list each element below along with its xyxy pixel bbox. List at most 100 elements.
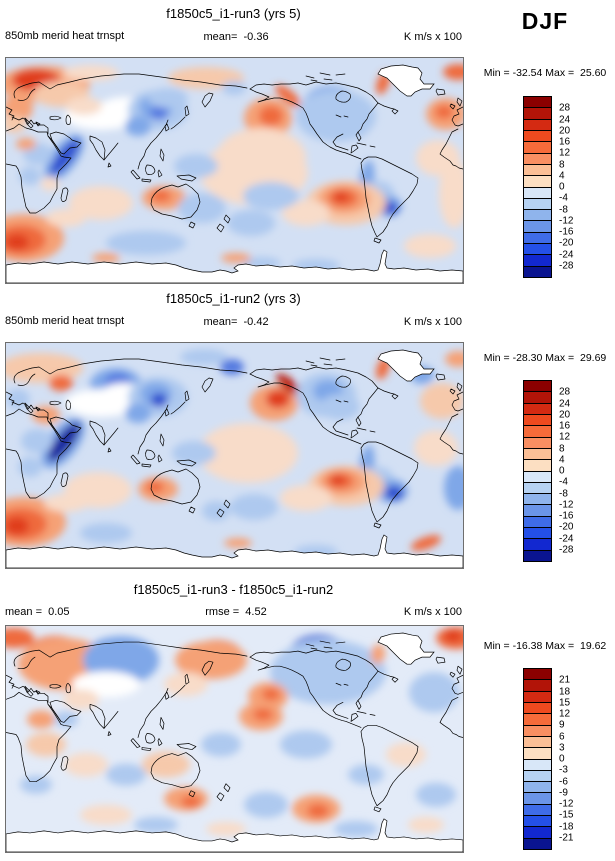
field-blob	[333, 117, 369, 139]
coastline	[49, 416, 82, 440]
field-blob	[445, 351, 463, 367]
colorbar-tick-label: -16	[559, 510, 574, 522]
coastline	[355, 416, 362, 427]
colorbar-tick-label: -12	[559, 499, 574, 511]
coastline	[6, 691, 72, 783]
colorbar-tick-label: -20	[559, 237, 574, 249]
field-blob	[370, 644, 386, 665]
colorbar-tick-label: -6	[559, 776, 568, 787]
greenland-landmass	[377, 64, 435, 97]
colorbar-segment	[524, 804, 551, 817]
coastline	[350, 713, 359, 722]
coastline	[35, 406, 41, 412]
coastline	[223, 499, 231, 509]
antarctica-landmass	[6, 818, 463, 852]
colorbar-segment	[524, 142, 551, 154]
panel2-colorbar-ticks: 28 24 20 16 12 8 4 0 -4 -8 -12 -16 -20 -24 -28	[559, 380, 589, 562]
field-blob	[125, 116, 151, 136]
field-blob	[276, 373, 302, 397]
coastline	[11, 401, 49, 420]
coastline	[103, 711, 119, 729]
coastline	[305, 360, 315, 364]
field-blob	[334, 820, 378, 837]
coastline	[335, 641, 346, 644]
field-blob	[69, 186, 133, 220]
colorbar-segment	[524, 119, 551, 131]
coastline	[343, 115, 349, 118]
colorbar-segment	[524, 414, 551, 427]
coastline	[350, 144, 359, 154]
colorbar-segment	[524, 782, 551, 794]
colorbar-segment	[524, 516, 551, 529]
coastline	[157, 738, 163, 746]
coastline	[188, 506, 196, 514]
coastline	[249, 656, 362, 728]
coastline	[223, 214, 231, 224]
coastline	[305, 643, 315, 647]
coastline	[319, 72, 331, 76]
coastline	[164, 123, 170, 132]
field-blob	[280, 730, 332, 759]
field-blob	[106, 763, 146, 786]
coastline	[49, 684, 62, 689]
colorbar-segment	[524, 164, 551, 177]
field-blob	[243, 182, 299, 210]
colorbar-segment	[524, 130, 551, 143]
coastline	[356, 711, 367, 714]
coastline	[201, 660, 214, 676]
coastline	[65, 399, 72, 410]
field-blob	[348, 764, 384, 785]
coastline	[449, 103, 456, 110]
coastline	[223, 783, 231, 793]
colorbar-segment	[524, 460, 551, 472]
colorbar-segment	[524, 403, 551, 415]
colorbar-tick-label: 0	[559, 465, 565, 477]
coastline	[170, 116, 186, 130]
coastline	[435, 88, 446, 96]
colorbar-tick-label: -20	[559, 521, 574, 533]
contour-field	[6, 64, 463, 273]
coastline	[456, 665, 463, 675]
field-blob	[275, 84, 301, 108]
panel3-map-frame	[5, 625, 464, 853]
coastline	[356, 427, 367, 431]
field-blob	[148, 88, 188, 108]
field-blob	[125, 403, 151, 423]
coastline	[176, 459, 197, 467]
coastline	[310, 364, 318, 367]
field-blob	[230, 494, 278, 520]
greenland-landmass	[377, 349, 435, 382]
panel2-colorbar	[523, 380, 552, 562]
colorbar-segment	[524, 471, 551, 483]
colorbar-tick-label: 20	[559, 125, 571, 137]
coastline	[355, 131, 362, 142]
colorbar-segment	[524, 392, 551, 404]
panel2-map-run2	[6, 343, 463, 568]
coastline	[449, 671, 456, 678]
coastline	[24, 117, 34, 129]
colorbar-segment	[524, 793, 551, 805]
field-blob	[21, 429, 53, 453]
field-blob	[404, 234, 456, 258]
panel1-map-run3	[6, 58, 463, 283]
field-blob	[410, 535, 442, 551]
coastline	[451, 106, 463, 127]
field-blob	[408, 816, 444, 833]
field-blob	[409, 672, 459, 713]
coastline	[157, 169, 163, 178]
coastline	[49, 400, 62, 406]
colorbar-tick-label: 21	[559, 674, 571, 686]
field-blob	[66, 97, 102, 115]
field-blob	[6, 517, 29, 535]
field-blob	[18, 457, 42, 477]
coastline	[451, 391, 463, 412]
colorbar-tick-label: 4	[559, 170, 565, 182]
panel1-colorbar	[523, 96, 552, 278]
coastline	[159, 148, 165, 162]
colorbar-segment	[524, 770, 551, 783]
coastline	[141, 463, 152, 468]
coastline	[13, 358, 248, 384]
coastline	[164, 691, 170, 700]
colorbar-segment	[524, 816, 551, 828]
coastline	[216, 508, 225, 518]
